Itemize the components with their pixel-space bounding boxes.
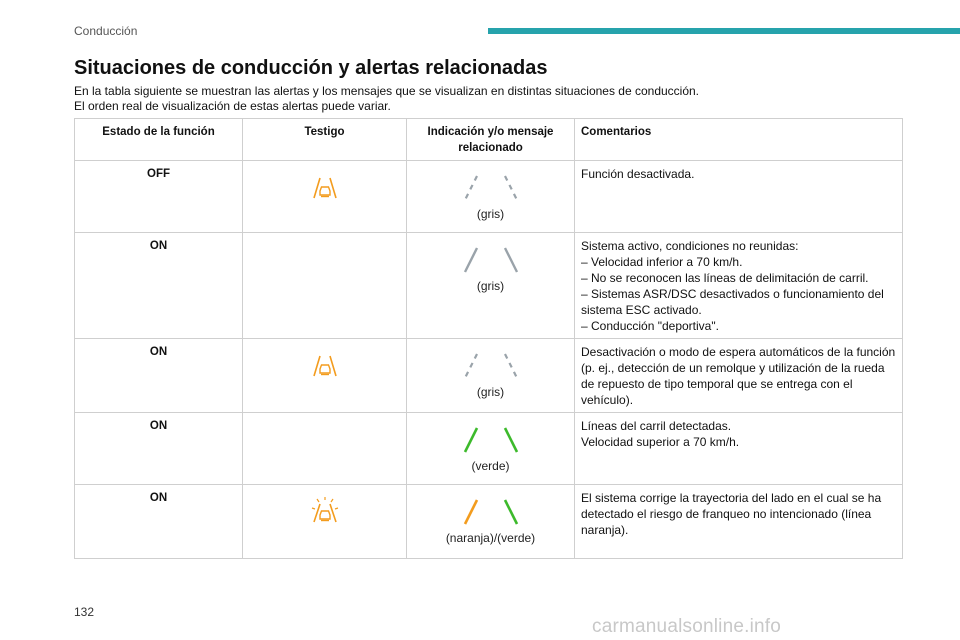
header-lamp: Testigo bbox=[242, 118, 407, 161]
comment-cell: Líneas del carril detectadas. Velocidad … bbox=[574, 412, 903, 485]
lane-warning-icon bbox=[312, 177, 337, 199]
comment-line: El sistema corrige la trayectoria del la… bbox=[581, 491, 882, 537]
table-header-row: Estado de la función Testigo Indicación … bbox=[74, 118, 903, 161]
comment-line: – Conducción "deportiva". bbox=[581, 319, 719, 333]
table-row: ON (gris) Sistema activo, condiciones no… bbox=[74, 232, 903, 339]
intro-line: El orden real de visualización de estas … bbox=[74, 99, 391, 113]
indication-caption: (verde) bbox=[471, 459, 510, 473]
state-cell: ON bbox=[74, 484, 243, 559]
intro-text: En la tabla siguiente se muestran las al… bbox=[74, 84, 914, 114]
indication-cell: (gris) bbox=[406, 232, 575, 339]
lane-lines-icon bbox=[463, 499, 518, 525]
table-row: OFF (gris) Función desactivada. bbox=[74, 160, 903, 233]
lamp-cell bbox=[242, 484, 407, 559]
lane-lines-icon bbox=[463, 247, 518, 273]
indication-cell: (verde) bbox=[406, 412, 575, 485]
lane-warning-flashing-icon bbox=[311, 497, 338, 523]
indication-caption: (naranja)/(verde) bbox=[445, 531, 536, 545]
page-number: 132 bbox=[74, 605, 95, 619]
comment-line: Desactivación o modo de espera automátic… bbox=[581, 345, 896, 407]
page-title: Situaciones de conducción y alertas rela… bbox=[74, 57, 548, 79]
comment-cell: Función desactivada. bbox=[574, 160, 903, 233]
state-cell: ON bbox=[74, 232, 243, 339]
header-state: Estado de la función bbox=[74, 118, 243, 161]
alerts-table: Estado de la función Testigo Indicación … bbox=[74, 118, 903, 559]
lamp-cell bbox=[242, 232, 407, 339]
indication-caption: (gris) bbox=[476, 207, 505, 221]
comment-line: Sistema activo, condiciones no reunidas: bbox=[581, 239, 799, 253]
comment-line: Función desactivada. bbox=[581, 167, 695, 181]
section-label: Conducción bbox=[74, 24, 138, 38]
comment-cell: Sistema activo, condiciones no reunidas:… bbox=[574, 232, 903, 339]
lamp-cell bbox=[242, 160, 407, 233]
comment-cell: El sistema corrige la trayectoria del la… bbox=[574, 484, 903, 559]
state-cell: ON bbox=[74, 338, 243, 413]
comment-line: – No se reconocen las líneas de delimita… bbox=[581, 271, 869, 285]
comment-line: Velocidad superior a 70 km/h. bbox=[581, 435, 740, 449]
comment-cell: Desactivación o modo de espera automátic… bbox=[574, 338, 903, 413]
table-row: ON (naranja)/( bbox=[74, 484, 903, 559]
header-indication: Indicación y/o mensaje relacionado bbox=[406, 118, 575, 161]
lamp-cell bbox=[242, 412, 407, 485]
indication-caption: (gris) bbox=[476, 279, 505, 293]
comment-line: Líneas del carril detectadas. bbox=[581, 419, 732, 433]
indication-cell: (gris) bbox=[406, 160, 575, 233]
lane-lines-icon bbox=[463, 427, 518, 453]
indication-cell: (gris) bbox=[406, 338, 575, 413]
lane-warning-icon bbox=[312, 355, 337, 377]
intro-line: En la tabla siguiente se muestran las al… bbox=[74, 84, 700, 98]
state-cell: OFF bbox=[74, 160, 243, 233]
lamp-cell bbox=[242, 338, 407, 413]
indication-caption: (gris) bbox=[476, 385, 505, 399]
indication-cell: (naranja)/(verde) bbox=[406, 484, 575, 559]
comment-line: – Sistemas ASR/DSC desactivados o funcio… bbox=[581, 287, 884, 317]
header-comments: Comentarios bbox=[574, 118, 903, 161]
watermark: carmanualsonline.info bbox=[592, 616, 782, 637]
table-row: ON (gris) Desactivación o modo de espera… bbox=[74, 338, 903, 413]
lane-lines-icon bbox=[463, 353, 518, 379]
comment-line: – Velocidad inferior a 70 km/h. bbox=[581, 255, 743, 269]
table-row: ON (verde) Líneas del carril detectadas.… bbox=[74, 412, 903, 485]
lane-lines-icon bbox=[463, 175, 518, 201]
section-color-bar bbox=[488, 28, 960, 34]
state-cell: ON bbox=[74, 412, 243, 485]
